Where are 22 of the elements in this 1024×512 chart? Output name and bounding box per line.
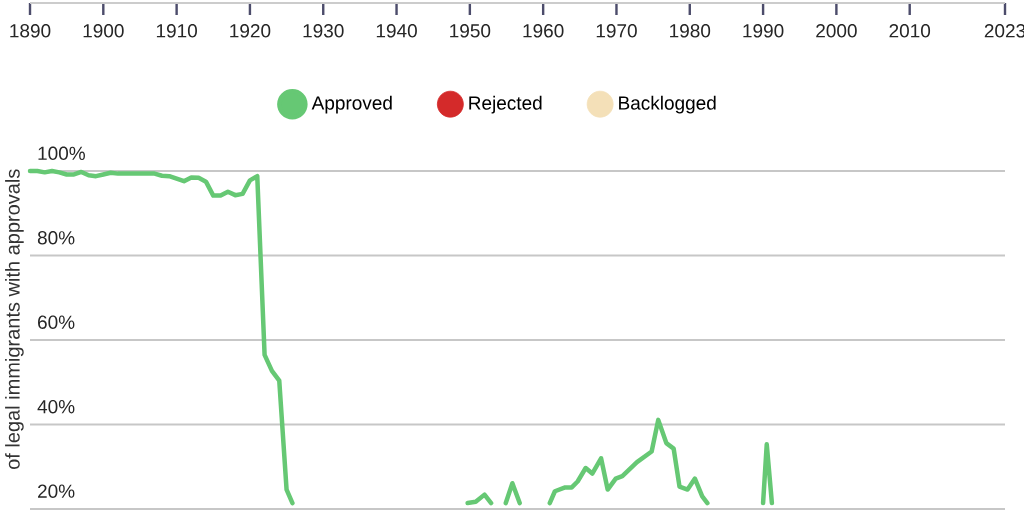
x-tick-label: 2010 bbox=[889, 24, 931, 38]
y-tick-label: 60% bbox=[38, 315, 75, 329]
x-tick-label: 1920 bbox=[230, 24, 271, 38]
x-tick-label: 1930 bbox=[303, 24, 344, 38]
y-tick-label: 80% bbox=[37, 231, 75, 245]
x-tick-label: 1900 bbox=[83, 24, 124, 38]
x-tick-label: 1960 bbox=[523, 24, 564, 38]
x-tick-label: 1940 bbox=[376, 24, 417, 38]
x-tick-label: 1990 bbox=[743, 24, 784, 38]
legend-label: Rejected bbox=[469, 95, 542, 114]
legend-label: Approved bbox=[311, 95, 392, 114]
legend-label: Backlogged bbox=[619, 95, 716, 114]
x-tick-label: 1890 bbox=[10, 24, 51, 38]
x-tick-label: 1910 bbox=[156, 24, 197, 38]
y-tick-label: 100% bbox=[38, 146, 85, 161]
y-axis-title: of legal immigrants with approvals bbox=[5, 169, 24, 470]
x-tick-label: 1970 bbox=[596, 24, 637, 38]
x-tick-label: 1980 bbox=[670, 24, 711, 38]
x-tick-label: 2000 bbox=[816, 24, 857, 38]
y-tick-label: 20% bbox=[38, 484, 75, 498]
y-tick-label: 40% bbox=[37, 399, 75, 414]
x-tick-label: 1950 bbox=[450, 24, 491, 38]
